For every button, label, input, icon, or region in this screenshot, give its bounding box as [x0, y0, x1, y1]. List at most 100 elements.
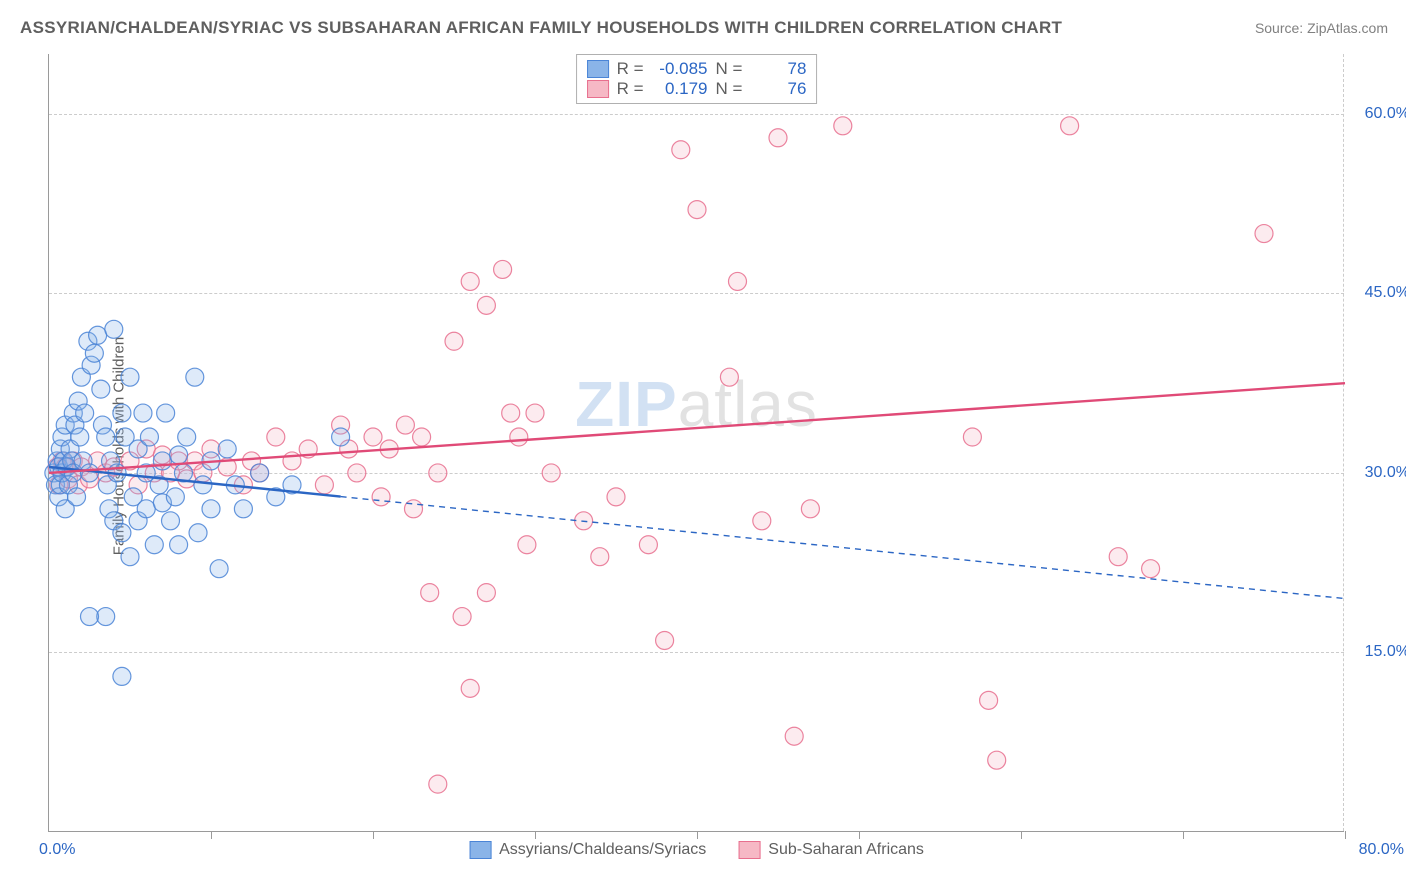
r-label-2: R = — [617, 79, 644, 99]
scatter-point — [153, 452, 171, 470]
scatter-point — [729, 272, 747, 290]
xtick — [1021, 831, 1022, 839]
scatter-point — [834, 117, 852, 135]
scatter-point — [194, 476, 212, 494]
r-label: R = — [617, 59, 644, 79]
scatter-point — [421, 584, 439, 602]
scatter-point — [113, 404, 131, 422]
trend-line-solid — [49, 383, 1345, 473]
ytick-label: 30.0% — [1365, 464, 1406, 482]
scatter-point — [105, 320, 123, 338]
scatter-point — [372, 488, 390, 506]
scatter-point — [178, 428, 196, 446]
scatter-point — [396, 416, 414, 434]
scatter-point — [688, 201, 706, 219]
scatter-point — [251, 464, 269, 482]
scatter-point — [453, 608, 471, 626]
scatter-point — [89, 326, 107, 344]
scatter-point — [980, 691, 998, 709]
scatter-point — [189, 524, 207, 542]
scatter-point — [121, 548, 139, 566]
stats-legend: R = -0.085 N = 78 R = 0.179 N = 76 — [576, 54, 818, 104]
scatter-point — [405, 500, 423, 518]
scatter-point — [753, 512, 771, 530]
scatter-point — [591, 548, 609, 566]
legend-label-pink: Sub-Saharan Africans — [768, 841, 924, 859]
legend-item-pink: Sub-Saharan Africans — [738, 841, 924, 859]
scatter-point — [445, 332, 463, 350]
scatter-point — [429, 464, 447, 482]
xtick — [859, 831, 860, 839]
scatter-point — [134, 404, 152, 422]
scatter-point — [461, 272, 479, 290]
stats-row-pink: R = 0.179 N = 76 — [587, 79, 807, 99]
n-value-pink: 76 — [750, 79, 806, 99]
scatter-point — [170, 446, 188, 464]
n-label-2: N = — [716, 79, 743, 99]
scatter-point — [720, 368, 738, 386]
chart-svg — [49, 54, 1344, 831]
scatter-point — [76, 404, 94, 422]
n-value-blue: 78 — [750, 59, 806, 79]
xtick — [697, 831, 698, 839]
r-value-pink: 0.179 — [652, 79, 708, 99]
xtick — [373, 831, 374, 839]
scatter-point — [348, 464, 366, 482]
scatter-point — [494, 260, 512, 278]
scatter-point — [97, 428, 115, 446]
scatter-point — [769, 129, 787, 147]
scatter-point — [140, 428, 158, 446]
scatter-point — [267, 428, 285, 446]
x-max-label: 80.0% — [1359, 841, 1404, 859]
scatter-point — [170, 536, 188, 554]
scatter-point — [963, 428, 981, 446]
scatter-point — [166, 488, 184, 506]
scatter-point — [672, 141, 690, 159]
plot-area: ZIPatlas 15.0%30.0%45.0%60.0% 0.0% 80.0%… — [48, 54, 1344, 832]
bottom-legend: Assyrians/Chaldeans/Syriacs Sub-Saharan … — [469, 841, 924, 859]
xtick — [1345, 831, 1346, 839]
scatter-point — [68, 488, 86, 506]
source-attribution: Source: ZipAtlas.com — [1255, 20, 1388, 36]
ytick-label: 15.0% — [1365, 643, 1406, 661]
scatter-point — [97, 608, 115, 626]
scatter-point — [413, 428, 431, 446]
scatter-point — [518, 536, 536, 554]
scatter-point — [477, 296, 495, 314]
scatter-point — [85, 344, 103, 362]
scatter-point — [1109, 548, 1127, 566]
scatter-point — [461, 679, 479, 697]
scatter-point — [113, 667, 131, 685]
scatter-point — [801, 500, 819, 518]
scatter-point — [162, 512, 180, 530]
trend-line-dashed — [341, 497, 1345, 599]
r-value-blue: -0.085 — [652, 59, 708, 79]
scatter-point — [186, 368, 204, 386]
scatter-point — [1255, 225, 1273, 243]
scatter-point — [71, 428, 89, 446]
scatter-point — [92, 380, 110, 398]
scatter-point — [137, 500, 155, 518]
scatter-point — [510, 428, 528, 446]
xtick — [1183, 831, 1184, 839]
scatter-point — [429, 775, 447, 793]
scatter-point — [210, 560, 228, 578]
ytick-label: 45.0% — [1365, 284, 1406, 302]
scatter-point — [157, 404, 175, 422]
chart-title: ASSYRIAN/CHALDEAN/SYRIAC VS SUBSAHARAN A… — [20, 18, 1062, 38]
scatter-point — [121, 368, 139, 386]
scatter-point — [234, 500, 252, 518]
scatter-point — [218, 440, 236, 458]
xtick — [211, 831, 212, 839]
scatter-point — [145, 536, 163, 554]
scatter-point — [81, 608, 99, 626]
ytick-label: 60.0% — [1365, 105, 1406, 123]
scatter-point — [526, 404, 544, 422]
stats-row-blue: R = -0.085 N = 78 — [587, 59, 807, 79]
swatch-pink-2 — [738, 841, 760, 859]
scatter-point — [542, 464, 560, 482]
xtick — [535, 831, 536, 839]
scatter-point — [364, 428, 382, 446]
scatter-point — [607, 488, 625, 506]
legend-item-blue: Assyrians/Chaldeans/Syriacs — [469, 841, 706, 859]
